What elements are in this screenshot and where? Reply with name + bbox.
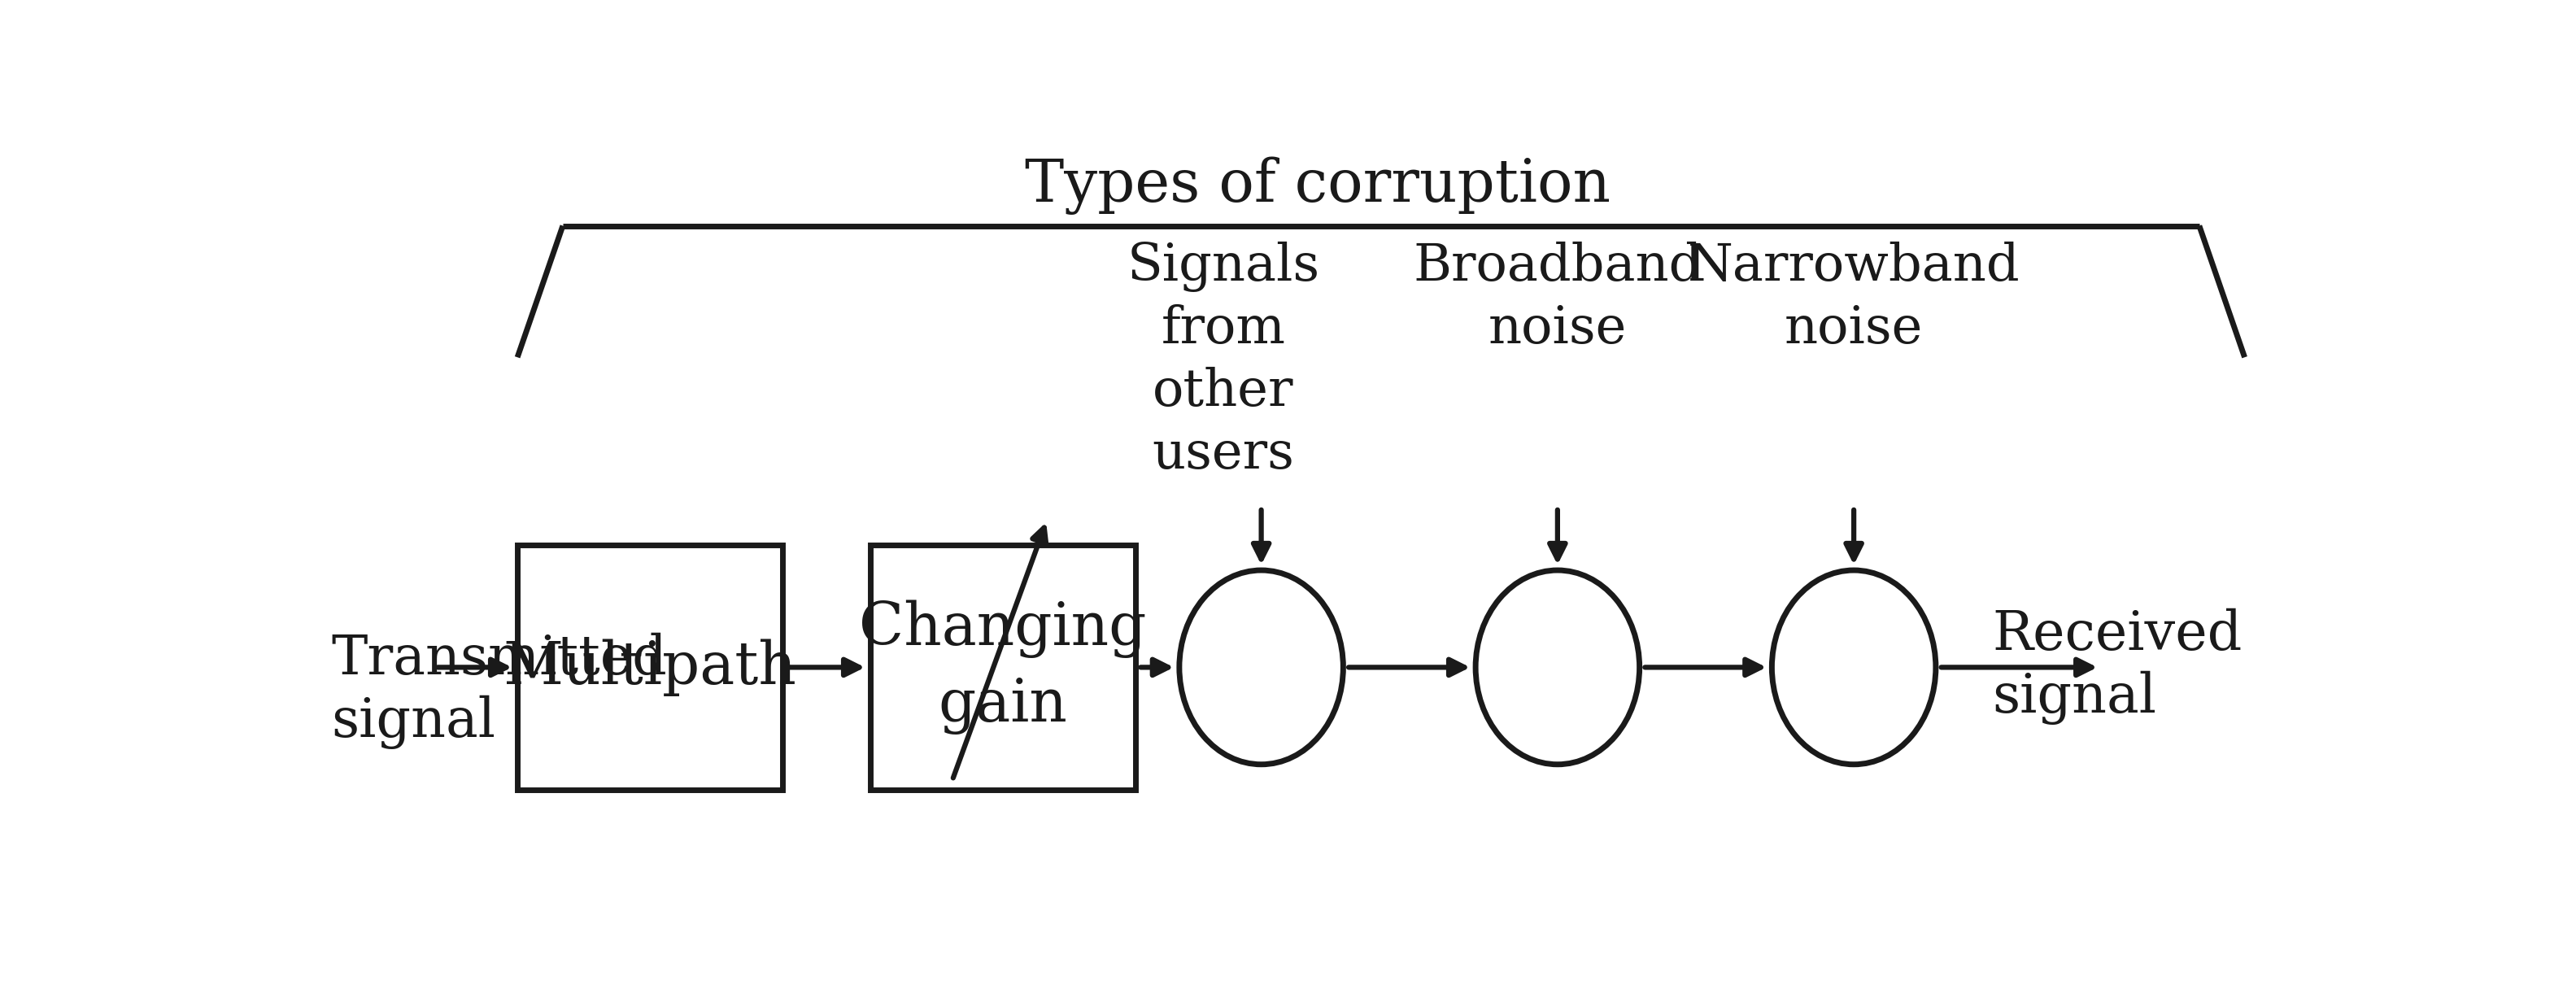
Text: Changing
gain: Changing gain [858,600,1146,735]
Ellipse shape [1772,571,1935,764]
Text: Narrowband: Narrowband [1687,242,2020,291]
Ellipse shape [1476,571,1638,764]
Bar [518,545,783,789]
Text: Multipath: Multipath [502,638,796,696]
Text: Transmitted: Transmitted [332,633,667,686]
Text: Broadband: Broadband [1414,242,1703,291]
Text: signal: signal [1991,671,2156,725]
Text: Received: Received [1991,607,2244,661]
Text: Signals: Signals [1128,242,1319,292]
Text: noise: noise [1785,304,1924,354]
Text: users: users [1151,429,1296,479]
Text: Types of corruption: Types of corruption [1025,157,1610,215]
Text: other: other [1154,367,1293,416]
Ellipse shape [1180,571,1342,764]
Text: noise: noise [1489,304,1628,354]
Text: from: from [1162,304,1285,354]
Text: signal: signal [332,696,495,749]
Bar [871,545,1136,789]
